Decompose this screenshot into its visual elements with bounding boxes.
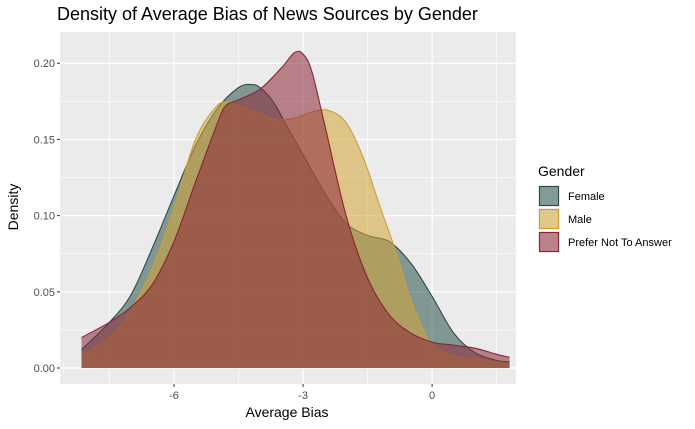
x-axis: -6 -3 0 <box>169 384 435 402</box>
y-tick-label: 0.05 <box>34 287 55 299</box>
legend: Gender Female Male Prefer Not To Answer <box>538 163 672 253</box>
y-tick-label: 0.20 <box>34 58 55 70</box>
legend-label: Female <box>568 191 605 203</box>
chart-title: Density of Average Bias of News Sources … <box>57 4 478 24</box>
y-tick-label: 0.00 <box>34 363 55 375</box>
legend-key-swatch <box>538 185 560 207</box>
density-area-series-2 <box>81 51 510 368</box>
y-axis: 0.00 0.05 0.10 0.15 0.20 <box>34 58 60 375</box>
x-tick-label: 0 <box>429 390 435 402</box>
x-tick-label: -3 <box>298 390 308 402</box>
legend-key-swatch <box>538 208 560 230</box>
legend-title: Gender <box>538 163 585 179</box>
plot-panel <box>60 32 516 384</box>
y-tick-label: 0.15 <box>34 134 55 146</box>
density-line-series-2 <box>81 50 510 358</box>
legend-label: Prefer Not To Answer <box>568 237 672 249</box>
y-tick-label: 0.10 <box>34 211 55 223</box>
x-tick-label: -6 <box>169 390 179 402</box>
x-axis-title: Average Bias <box>245 404 328 420</box>
legend-label: Male <box>568 214 592 226</box>
legend-key-swatch <box>538 231 560 253</box>
y-axis-title: Density <box>5 184 21 231</box>
